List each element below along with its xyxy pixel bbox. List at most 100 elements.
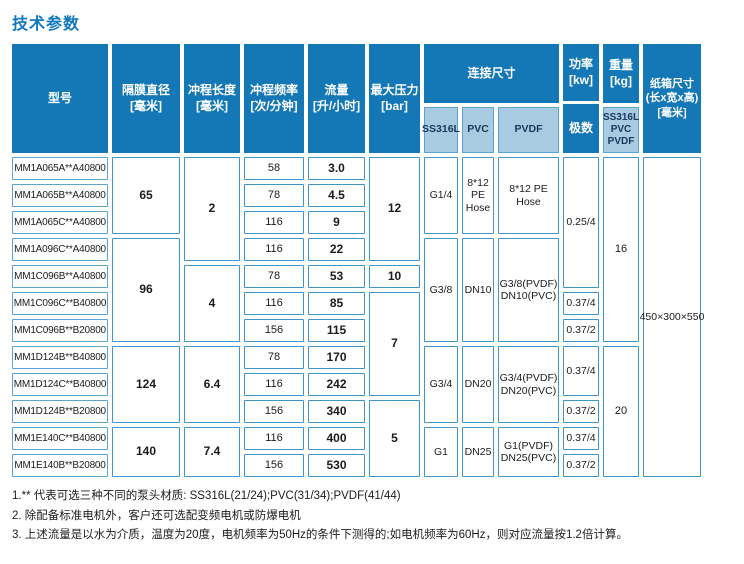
flow-cell: 170 (308, 346, 365, 369)
header-power-label: 功率 (568, 56, 593, 71)
header-carton: 纸箱尺寸 (长x宽x高) [毫米] (643, 44, 701, 153)
model-cell: MM1A096C**A40800 (12, 238, 108, 261)
header-weight-unit: [kg] (610, 73, 632, 88)
power-cell: 0.37/4 (563, 346, 599, 396)
header-power-unit: [kw] (569, 72, 593, 87)
power-cell: 0.37/2 (563, 400, 599, 423)
flow-cell: 530 (308, 454, 365, 477)
header-stroke-length: 冲程长度 [毫米] (184, 44, 240, 153)
conn-pvc-cell: 8*12 PE Hose (462, 157, 494, 234)
power-cell: 0.37/2 (563, 454, 599, 477)
spec-table: 型号 隔膜直径 [毫米] 冲程长度 [毫米] 冲程频率 [次/分钟] 流量 [升… (12, 44, 704, 477)
footnotes: 1.** 代表可选三种不同的泵头材质: SS316L(21/24);PVC(31… (12, 488, 722, 547)
flow-cell: 3.0 (308, 157, 365, 180)
frequency-cell: 116 (244, 238, 304, 261)
diameter-cell: 96 (112, 238, 180, 342)
header-stroke-length-unit: [毫米] (196, 98, 228, 113)
carton-size-cell: 450×300×550 (640, 157, 704, 477)
header-carton-label: 纸箱尺寸 (650, 78, 694, 91)
frequency-cell: 156 (244, 400, 304, 423)
stroke-length-cell: 7.4 (184, 427, 240, 477)
header-frequency: 冲程频率 [次/分钟] (244, 44, 304, 153)
model-cell: MM1D124B**B20800 (12, 400, 108, 423)
flow-cell: 9 (308, 211, 365, 234)
frequency-cell: 78 (244, 346, 304, 369)
flow-cell: 400 (308, 427, 365, 450)
header-diameter-label: 隔膜直径 (121, 82, 170, 97)
header-connection-pvc: PVC (462, 107, 494, 153)
conn-ss316l-cell: G1 (424, 427, 458, 477)
model-cell: MM1C096B**B20800 (12, 319, 108, 342)
header-power-top: 功率 [kw] (563, 44, 599, 104)
header-weight: 重量 [kg] (603, 44, 639, 103)
header-weight-label: 重量 (608, 57, 633, 72)
header-connection-pvdf: PVDF (498, 107, 559, 153)
diameter-cell: 65 (112, 157, 180, 234)
flow-cell: 115 (308, 319, 365, 342)
model-cell: MM1E140C**B40800 (12, 427, 108, 450)
footnote-3: 3. 上述流量是以水为介质，温度为20度，电机频率为50Hz的条件下测得的;如电… (12, 529, 628, 542)
flow-cell: 22 (308, 238, 365, 261)
conn-ss316l-cell: G1/4 (424, 157, 458, 234)
power-cell: 0.25/4 (563, 157, 599, 288)
frequency-cell: 156 (244, 319, 304, 342)
model-cell: MM1C096C**B40800 (12, 292, 108, 315)
power-cell: 0.37/2 (563, 319, 599, 342)
header-model-label: 型号 (47, 90, 72, 105)
pressure-cell: 7 (369, 292, 420, 396)
header-stroke-length-label: 冲程长度 (187, 82, 236, 97)
model-cell: MM1A065B**A40800 (12, 184, 108, 207)
header-pressure-unit: [bar] (381, 98, 408, 113)
weight-cell: 20 (603, 346, 639, 477)
frequency-cell: 116 (244, 211, 304, 234)
pressure-cell: 12 (369, 157, 420, 261)
header-frequency-label: 冲程频率 (249, 82, 298, 97)
pressure-cell: 5 (369, 400, 420, 477)
power-cell: 0.37/4 (563, 292, 599, 315)
stroke-length-cell: 2 (184, 157, 240, 261)
header-connection-ss316l: SS316L (422, 107, 460, 153)
header-power: 功率 [kw] 极数 (563, 44, 599, 153)
header-connection-label: 连接尺寸 (467, 65, 516, 80)
model-cell: MM1C096B**A40800 (12, 265, 108, 288)
header-diameter-unit: [毫米] (130, 98, 162, 113)
header-carton-dims: (长x宽x高) (645, 92, 699, 105)
conn-pvc-cell: DN20 (462, 346, 494, 423)
flow-cell: 340 (308, 400, 365, 423)
conn-ss316l-cell: G3/4 (424, 346, 458, 423)
page-title: 技术参数 (12, 16, 81, 33)
frequency-cell: 116 (244, 373, 304, 396)
header-flow-unit: [升/小时] (312, 98, 361, 113)
weight-cell: 16 (603, 157, 639, 342)
header-carton-unit: [毫米] (657, 106, 687, 119)
model-cell: MM1A065C**A40800 (12, 211, 108, 234)
frequency-cell: 156 (244, 454, 304, 477)
conn-pvdf-cell: G1(PVDF) DN25(PVC) (498, 427, 559, 477)
conn-pvc-cell: DN10 (462, 238, 494, 342)
model-cell: MM1E140B**B20800 (12, 454, 108, 477)
header-model: 型号 (12, 44, 108, 153)
header-pressure-label: 最大压力 (370, 82, 419, 97)
conn-pvdf-cell: 8*12 PE Hose (498, 157, 559, 234)
header-connection-group: 连接尺寸 (424, 44, 559, 103)
conn-pvc-cell: DN25 (462, 427, 494, 477)
header-flow: 流量 [升/小时] (308, 44, 365, 153)
flow-cell: 242 (308, 373, 365, 396)
model-cell: MM1D124C**B40800 (12, 373, 108, 396)
footnote-1: 1.** 代表可选三种不同的泵头材质: SS316L(21/24);PVC(31… (12, 490, 401, 502)
flow-cell: 4.5 (308, 184, 365, 207)
stroke-length-cell: 4 (184, 265, 240, 342)
conn-pvdf-cell: G3/4(PVDF) DN20(PVC) (498, 346, 559, 423)
frequency-cell: 58 (244, 157, 304, 180)
footnote-2: 2. 除配备标准电机外，客户还可选配变频电机或防爆电机 (12, 509, 301, 522)
model-cell: MM1A065A**A40800 (12, 157, 108, 180)
header-diameter: 隔膜直径 [毫米] (112, 44, 180, 153)
stroke-length-cell: 6.4 (184, 346, 240, 423)
model-cell: MM1D124B**B40800 (12, 346, 108, 369)
flow-cell: 85 (308, 292, 365, 315)
header-frequency-unit: [次/分钟] (250, 98, 298, 113)
diameter-cell: 140 (112, 427, 180, 477)
diameter-cell: 124 (112, 346, 180, 423)
header-weight-materials: SS316L PVC PVDF (603, 107, 639, 153)
